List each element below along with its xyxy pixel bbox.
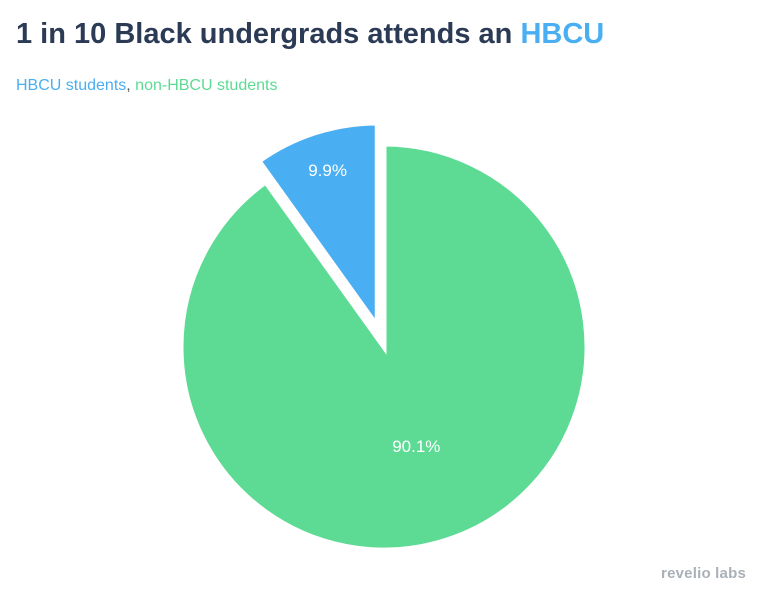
slice-label-non-hbcu: 90.1% [392, 437, 440, 456]
brand-logo: revelio labs [661, 565, 746, 582]
legend: HBCU students, non-HBCU students [16, 77, 277, 95]
slice-label-hbcu: 9.9% [308, 161, 347, 180]
title-highlight: HBCU [520, 18, 605, 50]
pie-slice-non-hbcu [178, 141, 590, 553]
legend-item-hbcu: HBCU students [16, 77, 127, 94]
legend-item-non-hbcu: non-HBCU students [135, 77, 278, 94]
title-text: 1 in 10 Black undergrads attends an [16, 18, 521, 50]
pie-slice-hbcu [255, 120, 380, 334]
chart-title: 1 in 10 Black undergrads attends an HBCU [16, 18, 604, 51]
legend-separator: , [126, 77, 131, 94]
